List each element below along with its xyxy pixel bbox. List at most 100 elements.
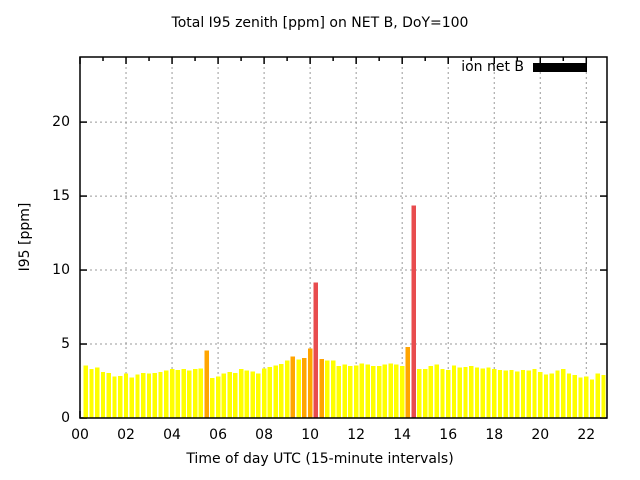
bar (474, 367, 480, 418)
bar (515, 371, 520, 418)
bar (118, 375, 123, 418)
bar (95, 367, 100, 418)
bar (302, 358, 307, 418)
bar (215, 376, 221, 418)
bar (365, 364, 370, 418)
bar (284, 360, 290, 418)
bar (135, 374, 140, 418)
x-tick-label: 16 (439, 427, 458, 443)
bar (89, 369, 94, 418)
bar (83, 365, 88, 418)
y-tick-label: 5 (61, 336, 70, 353)
plot-border (79, 56, 608, 419)
bar (330, 360, 336, 418)
bar (566, 373, 572, 418)
bar (451, 365, 457, 418)
x-tick-label: 06 (209, 427, 227, 443)
bar (141, 372, 146, 418)
bar (503, 370, 508, 418)
bar (181, 369, 186, 418)
bar (325, 360, 330, 418)
bar (319, 358, 324, 418)
bar (227, 372, 232, 418)
bar (457, 367, 462, 418)
x-tick-label: 10 (301, 427, 320, 443)
bar (555, 370, 560, 418)
bar (423, 369, 428, 418)
bar (261, 368, 267, 418)
bar (440, 369, 445, 418)
bar (198, 368, 203, 418)
bar (273, 365, 278, 418)
bar (238, 369, 244, 418)
bar (279, 364, 284, 418)
bar (123, 373, 129, 418)
bar (169, 369, 175, 418)
bar (405, 347, 411, 418)
bar (434, 364, 439, 418)
legend-label: ion net B (461, 59, 524, 75)
bar (204, 350, 209, 418)
bar (342, 364, 347, 418)
bar (417, 369, 422, 418)
bar (394, 364, 399, 418)
bar (480, 368, 485, 418)
bar (244, 370, 249, 418)
bar (354, 365, 359, 418)
bar (543, 374, 549, 418)
bar (267, 367, 273, 418)
bar (572, 375, 577, 418)
bar (463, 367, 468, 418)
legend: ion net B (461, 59, 587, 75)
y-tick-label: 0 (61, 410, 70, 426)
bar (187, 370, 192, 418)
bar (469, 366, 474, 418)
legend-swatch (533, 62, 587, 72)
bar (129, 377, 134, 418)
bar (313, 282, 319, 418)
bar (100, 372, 106, 418)
bar (359, 363, 365, 418)
x-tick-label: 08 (255, 427, 273, 443)
x-tick-label: 04 (163, 427, 181, 443)
bar (538, 372, 543, 418)
bar (589, 379, 595, 418)
bar (382, 364, 388, 418)
bar (509, 369, 514, 418)
x-tick-label: 02 (117, 427, 135, 443)
bar (371, 366, 376, 418)
bar (526, 370, 531, 418)
bar (158, 372, 163, 418)
bar (112, 376, 117, 418)
bar (446, 369, 451, 418)
bar (290, 356, 296, 418)
bar (256, 373, 261, 418)
x-tick-label: 22 (577, 427, 596, 443)
bar (595, 373, 600, 418)
bar (175, 369, 180, 418)
bar (233, 372, 238, 418)
x-axis-label: Time of day UTC (15-minute intervals) (186, 451, 454, 467)
bar (578, 377, 583, 418)
bar (146, 373, 152, 418)
y-tick-label: 20 (52, 114, 70, 131)
bar (377, 366, 382, 418)
bar (210, 378, 215, 418)
x-tick-label: 12 (347, 427, 366, 443)
bar (520, 369, 526, 418)
bar (307, 348, 313, 418)
bar (532, 369, 537, 418)
y-tick-label: 15 (52, 188, 70, 205)
bar (152, 372, 157, 418)
bar (106, 372, 111, 418)
bar (192, 369, 198, 418)
x-tick-label: 14 (393, 427, 412, 443)
bar (296, 359, 301, 418)
bar (250, 371, 255, 418)
x-tick-label: 00 (71, 427, 89, 443)
bar (561, 369, 566, 418)
y-tick-label: 10 (52, 262, 70, 279)
chart-title: Total I95 zenith [ppm] on NET B, DoY=100 (171, 15, 469, 31)
